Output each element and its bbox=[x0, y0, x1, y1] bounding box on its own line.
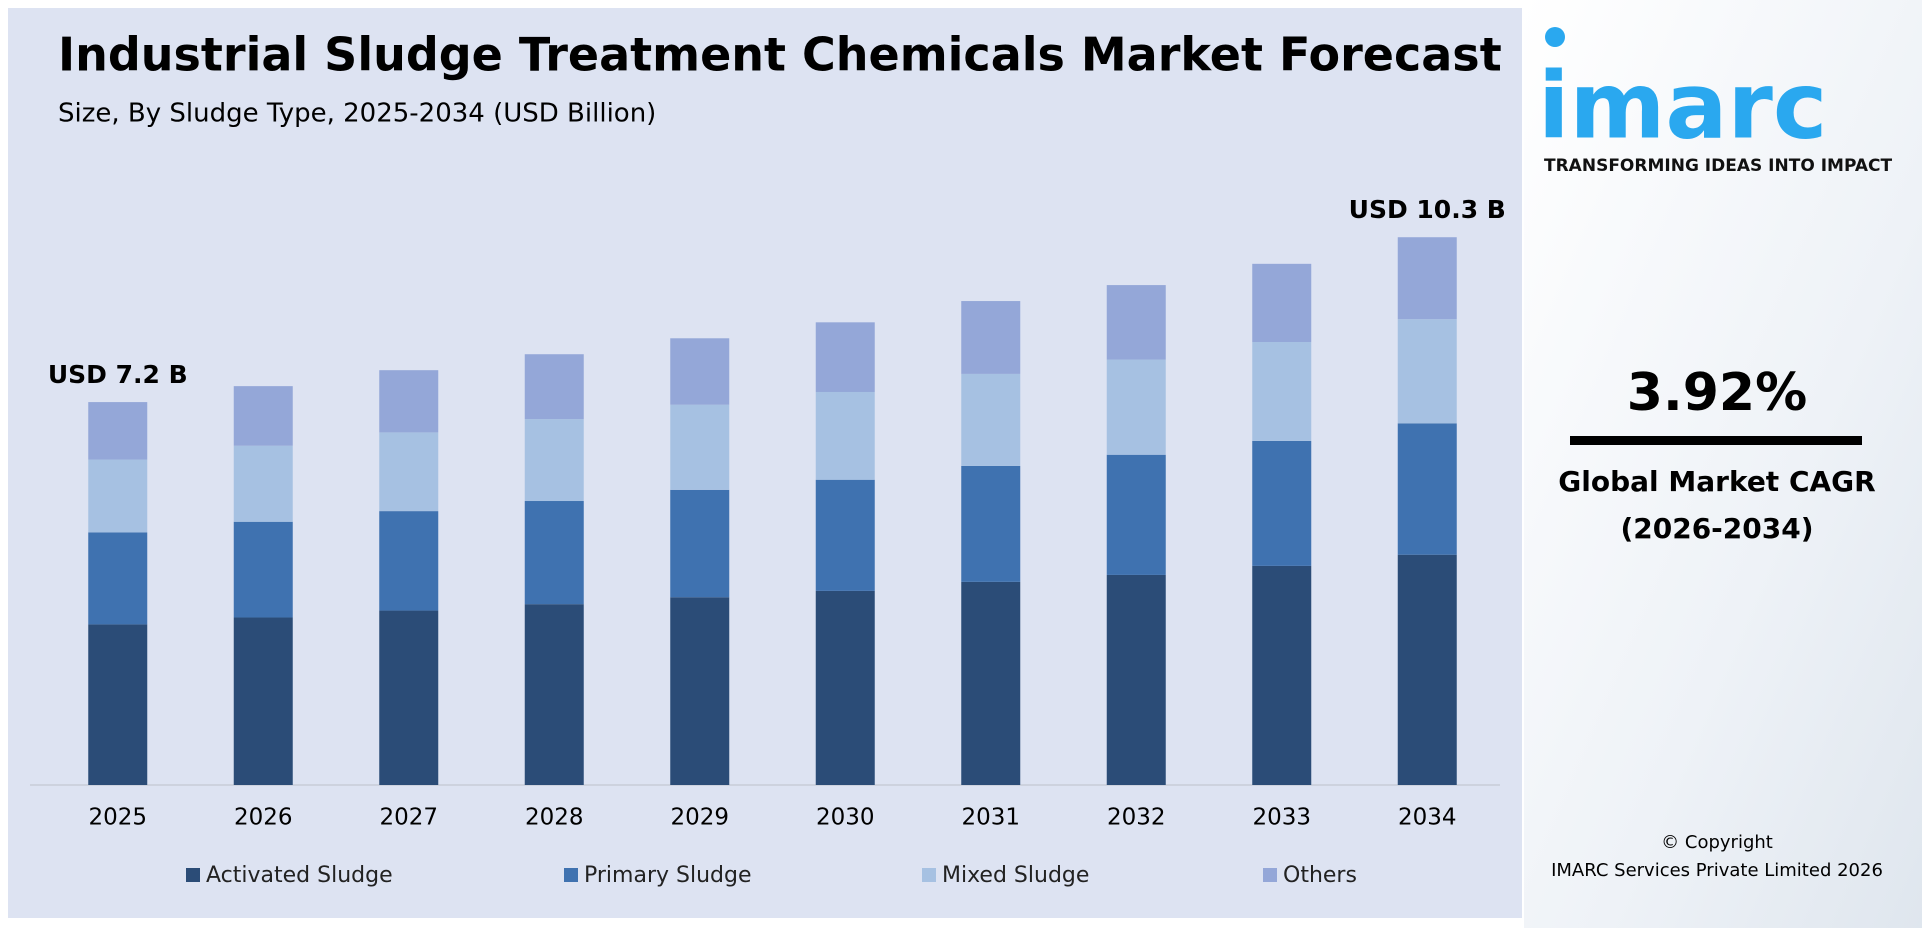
bar-segment bbox=[379, 610, 439, 785]
tagline: TRANSFORMING IDEAS INTO IMPACT bbox=[1544, 156, 1892, 176]
bar-segment bbox=[1252, 565, 1312, 785]
cagr-period: (2026-2034) bbox=[1620, 512, 1813, 545]
bar-segment bbox=[524, 354, 584, 420]
bar-segment bbox=[670, 404, 730, 490]
bar-segment bbox=[1252, 341, 1312, 441]
x-tick-label: 2033 bbox=[1252, 805, 1311, 831]
x-tick-label: 2029 bbox=[670, 805, 729, 831]
bar-segment bbox=[379, 370, 439, 433]
cagr-rule bbox=[1570, 436, 1862, 445]
bar-segment bbox=[88, 459, 148, 533]
bar-segment bbox=[524, 604, 584, 785]
bar-segment bbox=[670, 597, 730, 785]
bar-segment bbox=[815, 322, 875, 392]
x-tick-label: 2027 bbox=[379, 805, 438, 831]
bar-segment bbox=[1106, 359, 1166, 455]
company: IMARC Services Private Limited 2026 bbox=[1551, 860, 1883, 881]
bar-segment bbox=[1252, 440, 1312, 566]
sidebar-background bbox=[1524, 0, 1922, 928]
legend-swatch bbox=[1263, 868, 1277, 882]
bar-segment bbox=[379, 432, 439, 512]
bar-segment bbox=[88, 532, 148, 625]
bar-segment bbox=[88, 402, 148, 460]
bar-segment bbox=[815, 590, 875, 785]
x-tick-label: 2030 bbox=[816, 805, 875, 831]
x-tick-label: 2028 bbox=[525, 805, 584, 831]
x-tick-label: 2026 bbox=[234, 805, 293, 831]
chart-title: Industrial Sludge Treatment Chemicals Ma… bbox=[58, 28, 1502, 82]
bar-segment bbox=[961, 373, 1021, 466]
logo: imarc bbox=[1538, 52, 1827, 159]
legend-swatch bbox=[186, 868, 200, 882]
bar-segment bbox=[233, 617, 293, 785]
annotation: USD 7.2 B bbox=[48, 360, 188, 389]
legend-label: Mixed Sludge bbox=[942, 863, 1089, 888]
bar-segment bbox=[961, 581, 1021, 785]
chart-subtitle: Size, By Sludge Type, 2025-2034 (USD Bil… bbox=[58, 99, 656, 129]
bar-segment bbox=[233, 445, 293, 522]
bar-segment bbox=[670, 489, 730, 598]
x-tick-label: 2025 bbox=[88, 805, 147, 831]
bar-segment bbox=[1397, 237, 1457, 320]
logo-dot bbox=[1545, 27, 1565, 47]
cagr-label: Global Market CAGR bbox=[1558, 465, 1875, 498]
bar-segment bbox=[1397, 554, 1457, 785]
bar-segment bbox=[233, 521, 293, 618]
bar-segment bbox=[815, 479, 875, 591]
x-tick-label: 2031 bbox=[961, 805, 1020, 831]
bar-segment bbox=[1106, 574, 1166, 785]
copyright: © Copyright bbox=[1661, 832, 1773, 853]
x-tick-label: 2034 bbox=[1398, 805, 1457, 831]
bar-segment bbox=[1397, 423, 1457, 555]
bar-segment bbox=[524, 419, 584, 502]
bar-segment bbox=[961, 465, 1021, 582]
bar-segment bbox=[1252, 263, 1312, 342]
bar-segment bbox=[1106, 454, 1166, 575]
legend-swatch bbox=[564, 868, 578, 882]
legend-swatch bbox=[922, 868, 936, 882]
bar-segment bbox=[815, 391, 875, 480]
bar-segment bbox=[379, 511, 439, 611]
bar-segment bbox=[524, 501, 584, 605]
bar-segment bbox=[1397, 319, 1457, 424]
legend-label: Activated Sludge bbox=[206, 863, 393, 888]
bar-segment bbox=[88, 624, 148, 785]
legend-label: Primary Sludge bbox=[584, 863, 752, 888]
legend-label: Others bbox=[1283, 863, 1357, 888]
bar-segment bbox=[961, 301, 1021, 374]
cagr-value: 3.92% bbox=[1627, 363, 1807, 423]
bar-segment bbox=[670, 338, 730, 405]
x-tick-label: 2032 bbox=[1107, 805, 1166, 831]
bar-segment bbox=[233, 386, 293, 446]
bar-segment bbox=[1106, 285, 1166, 360]
annotation: USD 10.3 B bbox=[1349, 195, 1506, 224]
